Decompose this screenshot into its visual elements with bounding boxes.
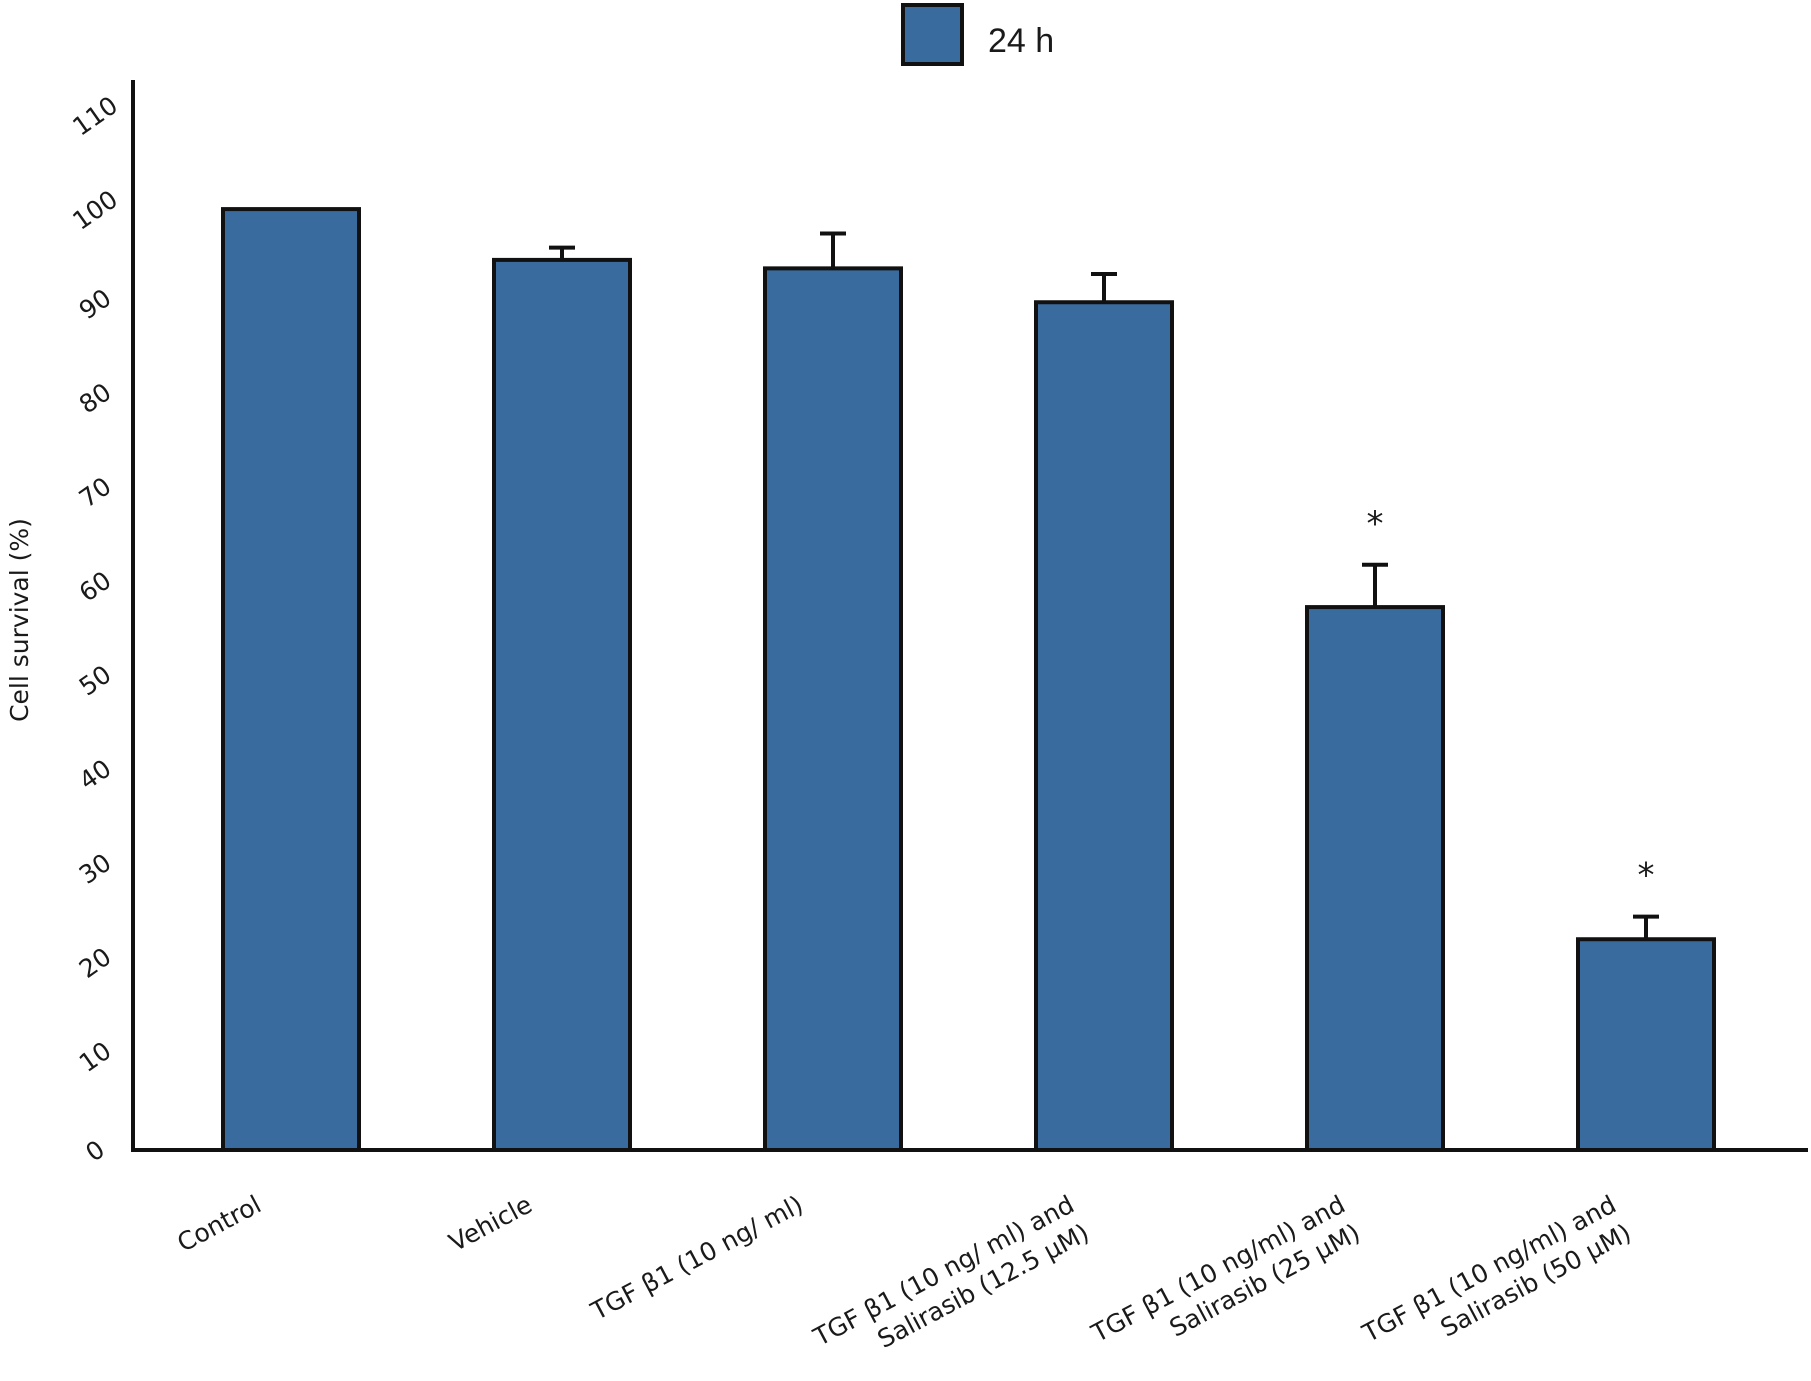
y-tick-label: 10: [74, 1036, 117, 1078]
y-tick-label: 80: [74, 377, 117, 419]
bar: [763, 266, 903, 1153]
y-axis-label: Cell survival (%): [5, 518, 34, 722]
x-category-label-line: Vehicle: [444, 1190, 537, 1258]
x-category-label: Vehicle: [444, 1190, 537, 1258]
bar: [1034, 300, 1174, 1152]
y-tick-label: 20: [74, 942, 117, 984]
x-category-label: TGF β1 (10 ng/ ml): [585, 1190, 807, 1327]
significance-star: *: [1367, 504, 1384, 544]
x-axis-category-labels: Control Vehicle TGF β1 (10 ng/ ml) TGF β1 (…: [172, 1190, 1636, 1354]
bars: [221, 207, 1716, 1153]
error-bars: [549, 231, 1659, 940]
legend-label-24h: 24 h: [988, 22, 1054, 60]
y-tick-label: 100: [67, 185, 123, 236]
significance-markers: **: [1367, 504, 1655, 896]
y-tick-label: 60: [74, 565, 117, 607]
y-tick-label: 40: [74, 754, 117, 796]
x-category-label-line: Control: [172, 1190, 265, 1258]
significance-star: *: [1638, 856, 1655, 896]
bar: [1305, 605, 1445, 1152]
legend: 24 h: [901, 3, 1054, 66]
bar: [221, 207, 361, 1153]
x-category-label-line: TGF β1 (10 ng/ ml): [585, 1190, 807, 1327]
legend-swatch-24h: [901, 3, 964, 66]
y-tick-label: 30: [74, 848, 117, 890]
y-tick-label: 110: [67, 90, 123, 141]
y-tick-label: 90: [74, 283, 117, 325]
y-tick-label: 70: [74, 471, 117, 513]
bar: [1576, 937, 1716, 1153]
bar: [492, 257, 632, 1152]
y-axis-ticks: 0 10 20 30 40 50 60 70 80 90 100 110: [67, 90, 123, 1167]
y-tick-label: 50: [74, 660, 117, 702]
y-tick-label: 0: [80, 1135, 110, 1168]
x-category-label: Control: [172, 1190, 265, 1258]
